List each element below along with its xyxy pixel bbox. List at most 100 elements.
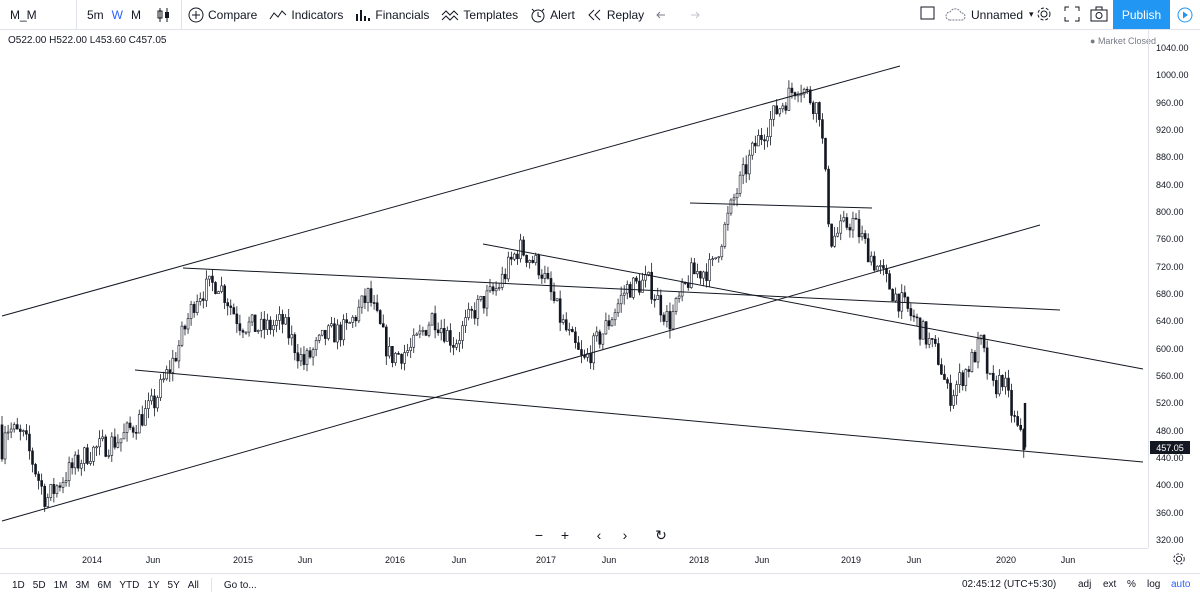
trend-line[interactable] [182,267,1061,311]
alarm-clock-icon [531,8,545,22]
fullscreen-button[interactable] [1064,6,1080,27]
reset-chart-button[interactable]: ↻ [650,524,672,546]
candle [436,322,440,336]
candle [750,141,754,160]
candle [558,290,562,332]
candle [61,477,65,494]
select-layout-checkbox[interactable] [920,5,936,26]
trend-line[interactable] [134,369,1144,463]
range-6m[interactable]: 6M [97,579,112,591]
candle [375,294,379,313]
candle [223,283,226,310]
trend-line[interactable] [482,243,1144,370]
candle [650,262,653,304]
trend-line[interactable] [689,202,873,209]
range-1m[interactable]: 1M [53,579,68,591]
candle [354,315,358,327]
range-all[interactable]: All [187,579,199,591]
candle [433,305,437,339]
bottom-toolbar: 1D 5D 1M 3M 6M YTD 1Y 5Y All Go to... [0,573,1200,596]
candle [741,157,745,185]
scroll-right-button[interactable]: › [614,524,636,546]
candle [415,332,419,336]
trend-line[interactable] [1,65,901,317]
templates-label: Templates [463,7,519,22]
trend-line[interactable] [1,224,1041,522]
settings-button[interactable] [1036,6,1052,27]
symbol-search[interactable]: M_M [0,0,76,29]
interval-w[interactable]: W [111,7,123,22]
scroll-left-button[interactable]: ‹ [588,524,610,546]
divider [76,0,77,29]
screenshot-button[interactable] [1090,6,1108,27]
candle [513,252,516,262]
candle [592,332,596,370]
price-tick-label: 360.00 [1156,507,1184,518]
candle [253,314,257,332]
candle [406,343,409,357]
price-tick-label: 440.00 [1156,453,1184,463]
percent-toggle[interactable]: % [1127,578,1136,590]
candle [174,352,178,363]
compare-button[interactable]: Compare [182,0,263,29]
undo-button[interactable] [650,0,680,29]
candle [885,264,888,283]
candle [497,282,501,291]
chart-style-button[interactable] [151,0,181,29]
candle [153,388,156,417]
range-3m[interactable]: 3M [75,579,90,591]
candle [979,334,983,345]
plus-icon: + [560,527,570,543]
last-price-tag: 457.05 [1150,441,1190,454]
candle [876,265,879,271]
time-axis[interactable] [0,548,1148,574]
candle [879,260,882,274]
price-chart[interactable] [0,30,1148,548]
range-ytd[interactable]: YTD [119,579,140,591]
goto-button[interactable]: Go to... [223,579,257,591]
candle [49,483,53,502]
redo-icon [691,11,700,18]
candle [946,377,949,389]
candle [860,225,864,241]
candle [272,319,275,337]
price-tick-label: 880.00 [1156,152,1184,163]
log-toggle[interactable]: log [1147,578,1161,590]
range-5y[interactable]: 5Y [167,579,180,591]
replay-button[interactable]: Replay [581,0,650,29]
zoom-out-button[interactable]: − [528,524,550,546]
indicators-button[interactable]: Indicators [263,0,349,29]
alert-button[interactable]: Alert [524,0,581,29]
range-1y[interactable]: 1Y [147,579,160,591]
candle [104,434,107,458]
templates-button[interactable]: Templates [435,0,524,29]
candle [574,326,577,349]
candle [1001,374,1004,391]
ext-toggle[interactable]: ext [1103,578,1117,590]
redo-button[interactable] [680,0,710,29]
candle [531,255,535,264]
candle [818,101,821,127]
candle [595,326,599,342]
divider [181,0,182,29]
adj-toggle[interactable]: adj [1078,578,1092,590]
publish-menu-button[interactable] [1170,0,1200,29]
interval-m[interactable]: M [131,7,141,22]
range-5d[interactable]: 5D [32,579,46,591]
axis-settings-button[interactable] [1172,552,1186,571]
candle [754,135,757,154]
candle [0,416,4,462]
auto-toggle[interactable]: auto [1171,578,1191,590]
financials-button[interactable]: Financials [349,0,435,29]
zoom-in-button[interactable]: + [554,524,576,546]
candle [333,317,336,343]
layout-name-button[interactable]: Unnamed ▾ [945,0,1034,29]
candle [766,127,769,148]
range-1d[interactable]: 1D [12,579,25,591]
candle [567,322,571,336]
interval-5m[interactable]: 5m [87,7,104,22]
candle [900,284,904,319]
publish-button[interactable]: Publish [1113,0,1170,29]
candle [827,165,830,228]
candle [543,265,547,284]
